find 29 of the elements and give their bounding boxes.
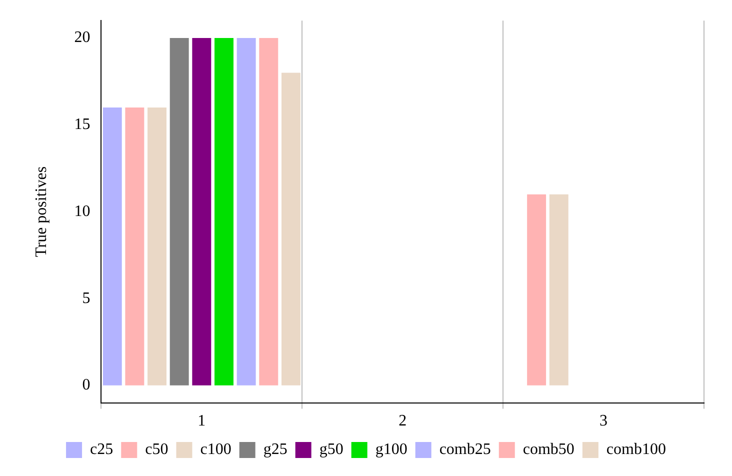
x-tick-label: 2 — [398, 412, 407, 430]
bar — [148, 107, 167, 386]
bar — [102, 107, 122, 386]
bar — [549, 194, 568, 386]
bar — [281, 72, 300, 386]
legend-label: g25 — [263, 441, 288, 458]
legend-label: comb100 — [606, 441, 666, 458]
legend-label: g50 — [319, 441, 344, 458]
legend-label: c50 — [145, 441, 168, 458]
x-tick-label: 1 — [198, 412, 206, 430]
y-axis-title: True positives — [32, 166, 50, 257]
bar — [236, 38, 256, 386]
bar — [125, 107, 144, 386]
y-tick-label: 15 — [74, 116, 90, 134]
bar — [214, 38, 234, 386]
legend-label: comb50 — [522, 441, 574, 458]
x-tick-label: 3 — [600, 412, 608, 430]
bar — [527, 194, 546, 386]
y-tick-label: 5 — [82, 290, 90, 307]
y-tick-label: 0 — [82, 376, 90, 394]
legend-label: c25 — [90, 441, 114, 458]
bar — [170, 38, 189, 386]
y-tick-label: 10 — [74, 202, 90, 220]
y-tick-label: 20 — [74, 29, 90, 46]
legend-label: g100 — [375, 441, 408, 458]
bar — [192, 38, 212, 386]
legend-label: c100 — [200, 441, 232, 458]
bar — [259, 38, 278, 386]
legend-label: comb25 — [439, 441, 491, 458]
